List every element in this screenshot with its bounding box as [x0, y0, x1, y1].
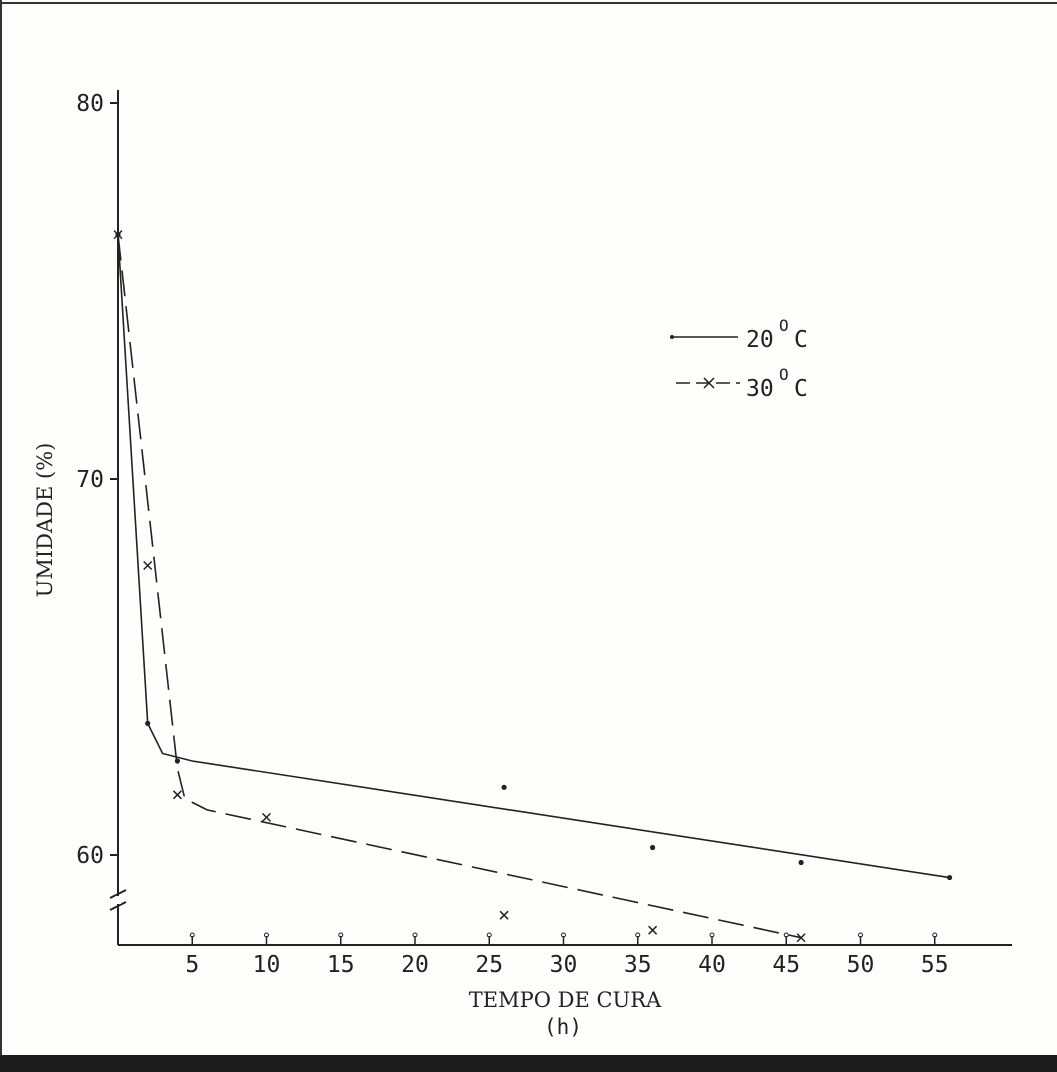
x-tick-head-30	[561, 932, 566, 938]
break-line-upper	[109, 889, 127, 899]
series-1-point-1	[143, 560, 153, 571]
series-1	[113, 230, 806, 943]
series-1-point-5	[648, 925, 658, 935]
series-line-0	[117, 234, 950, 879]
x-tick-label-10: 10	[253, 952, 281, 978]
break-gap	[115, 896, 121, 904]
x-tick-label-40: 40	[698, 952, 726, 978]
x-axis-unit: (h)	[544, 1015, 582, 1039]
scan-bottom-edge	[0, 1055, 1057, 1072]
y-axis-label: UMIDADE (%)	[33, 443, 57, 598]
x-tick-group: 5 10 15 20 25 30 35 40 45 50 55	[185, 932, 949, 978]
x-tick-head-35	[635, 932, 641, 938]
series-0-point-6	[947, 874, 953, 881]
x-tick-head-15	[338, 932, 344, 938]
x-tick-label-30: 30	[550, 952, 578, 978]
x-tick-head-50	[858, 932, 863, 938]
series-1-point-6	[796, 933, 806, 943]
x-tick-label-55: 55	[921, 952, 949, 978]
legend-item-30c: 30 O C	[676, 365, 808, 402]
series-layer	[113, 230, 953, 943]
x-tick-head-45	[783, 932, 789, 938]
y-axis-break-mark	[109, 889, 127, 911]
series-0-point-5	[798, 859, 804, 866]
x-tick-label-5: 5	[185, 952, 199, 978]
x-tick-head-40	[709, 932, 715, 938]
legend-unit-30c: C	[794, 376, 808, 402]
x-tick-head-25	[486, 932, 492, 938]
legend-degree-20c: O	[779, 316, 789, 335]
series-0-point-3	[501, 784, 507, 790]
x-tick-head-5	[189, 932, 195, 938]
x-tick-label-50: 50	[847, 952, 875, 978]
x-tick-label-20: 20	[401, 952, 429, 978]
series-1-point-0	[113, 230, 123, 240]
x-tick-label-45: 45	[772, 952, 800, 978]
x-tick-label-25: 25	[475, 952, 503, 978]
x-axis-label: TEMPO DE CURA	[469, 988, 662, 1012]
legend-item-20c: 20 O C	[670, 316, 808, 353]
legend-dot-marker	[670, 335, 674, 339]
x-tick-label-15: 15	[327, 952, 355, 978]
break-line-lower	[109, 901, 127, 911]
series-1-point-2	[172, 790, 182, 800]
series-1-point-3	[261, 812, 272, 822]
legend-label-20c: 20	[746, 327, 774, 353]
x-tick-label-35: 35	[624, 952, 652, 978]
legend-x-marker	[703, 377, 715, 389]
x-tick-head-55	[932, 932, 938, 938]
series-0	[115, 232, 953, 881]
legend-degree-30c: O	[779, 365, 789, 384]
series-1-point-4	[499, 910, 509, 920]
series-0-point-1	[145, 720, 151, 727]
series-line-1	[117, 234, 802, 939]
y-tick-label-70: 70	[76, 467, 104, 493]
y-tick-group: 60 70 80	[76, 91, 118, 869]
x-tick-head-10	[264, 932, 269, 938]
legend: 20 O C 30 O C	[670, 316, 808, 402]
legend-unit-20c: C	[794, 327, 808, 353]
x-tick-head-20	[412, 932, 418, 938]
y-tick-label-80: 80	[76, 91, 104, 117]
y-tick-label-60: 60	[76, 843, 104, 869]
legend-label-30c: 30	[746, 376, 774, 402]
series-0-point-4	[650, 844, 656, 851]
